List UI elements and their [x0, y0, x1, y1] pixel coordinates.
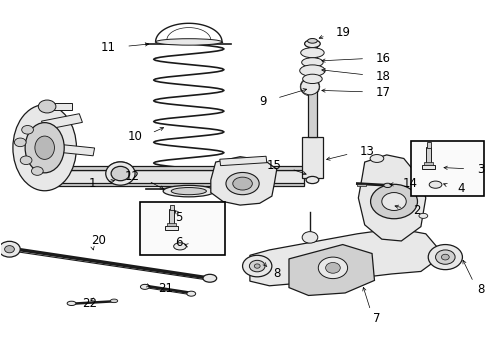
Ellipse shape: [35, 136, 54, 159]
Polygon shape: [289, 244, 374, 296]
Circle shape: [31, 167, 43, 175]
Ellipse shape: [301, 48, 324, 58]
Bar: [49, 144, 95, 156]
Ellipse shape: [173, 243, 186, 250]
Circle shape: [14, 138, 26, 147]
Ellipse shape: [303, 74, 322, 84]
Text: 19: 19: [335, 26, 350, 39]
Bar: [40, 170, 304, 184]
Circle shape: [249, 260, 265, 272]
Ellipse shape: [302, 58, 323, 67]
Text: 20: 20: [91, 234, 106, 247]
Text: 3: 3: [477, 163, 485, 176]
Text: 5: 5: [175, 211, 183, 224]
Circle shape: [318, 257, 347, 279]
Text: 1: 1: [89, 177, 96, 190]
Bar: [308, 47, 318, 137]
Text: 15: 15: [267, 159, 282, 172]
Circle shape: [22, 126, 33, 134]
Circle shape: [0, 241, 20, 257]
Text: 11: 11: [100, 41, 116, 54]
Ellipse shape: [233, 177, 252, 190]
Ellipse shape: [429, 181, 442, 188]
Text: 7: 7: [373, 311, 381, 325]
Bar: [302, 137, 323, 178]
Ellipse shape: [25, 123, 64, 173]
Bar: [424, 162, 433, 165]
Bar: [40, 166, 304, 170]
Ellipse shape: [187, 291, 196, 296]
Bar: [45, 103, 72, 110]
Ellipse shape: [156, 39, 222, 45]
Polygon shape: [250, 228, 438, 286]
Ellipse shape: [306, 176, 319, 184]
Bar: [169, 209, 174, 227]
Text: 8: 8: [477, 283, 485, 296]
Ellipse shape: [384, 183, 392, 188]
Bar: [220, 156, 267, 166]
Ellipse shape: [300, 65, 325, 76]
Ellipse shape: [110, 299, 118, 303]
Polygon shape: [358, 155, 426, 241]
Bar: [357, 184, 366, 186]
Ellipse shape: [67, 301, 76, 306]
Circle shape: [428, 244, 463, 270]
Text: 16: 16: [376, 51, 391, 64]
Text: 9: 9: [260, 95, 267, 108]
Text: 12: 12: [125, 170, 140, 183]
Bar: [426, 147, 431, 166]
Text: 4: 4: [458, 183, 465, 195]
Circle shape: [326, 262, 340, 273]
Circle shape: [382, 193, 406, 211]
Circle shape: [254, 264, 260, 268]
Ellipse shape: [106, 162, 135, 185]
Text: 10: 10: [127, 130, 143, 144]
Circle shape: [436, 250, 455, 264]
Ellipse shape: [203, 274, 217, 282]
Text: 14: 14: [402, 177, 417, 190]
Circle shape: [302, 231, 318, 243]
Circle shape: [243, 255, 272, 277]
Text: 22: 22: [82, 297, 98, 310]
Ellipse shape: [171, 188, 206, 195]
Ellipse shape: [141, 284, 149, 289]
Circle shape: [441, 254, 449, 260]
Bar: [42, 114, 82, 130]
Ellipse shape: [417, 177, 427, 183]
Ellipse shape: [301, 79, 319, 95]
Text: 18: 18: [376, 69, 391, 82]
Ellipse shape: [305, 40, 320, 48]
Bar: [140, 202, 225, 255]
Text: 21: 21: [158, 282, 173, 295]
Bar: [411, 140, 485, 196]
Text: 2: 2: [414, 204, 421, 217]
Bar: [427, 142, 431, 148]
Ellipse shape: [308, 39, 318, 43]
Text: 8: 8: [273, 267, 280, 280]
Bar: [167, 223, 176, 226]
Ellipse shape: [111, 166, 130, 181]
Circle shape: [38, 100, 56, 113]
Bar: [40, 183, 304, 186]
Polygon shape: [211, 157, 277, 205]
Circle shape: [370, 184, 417, 219]
Text: 17: 17: [376, 86, 391, 99]
Bar: [170, 205, 174, 210]
Circle shape: [20, 156, 32, 165]
Ellipse shape: [163, 185, 215, 197]
Bar: [422, 165, 435, 169]
Text: 6: 6: [175, 236, 183, 249]
Text: 13: 13: [360, 145, 375, 158]
Ellipse shape: [419, 213, 428, 219]
Ellipse shape: [226, 172, 259, 195]
Ellipse shape: [370, 154, 384, 162]
Circle shape: [4, 246, 14, 253]
Ellipse shape: [13, 105, 76, 191]
Bar: [165, 226, 178, 230]
